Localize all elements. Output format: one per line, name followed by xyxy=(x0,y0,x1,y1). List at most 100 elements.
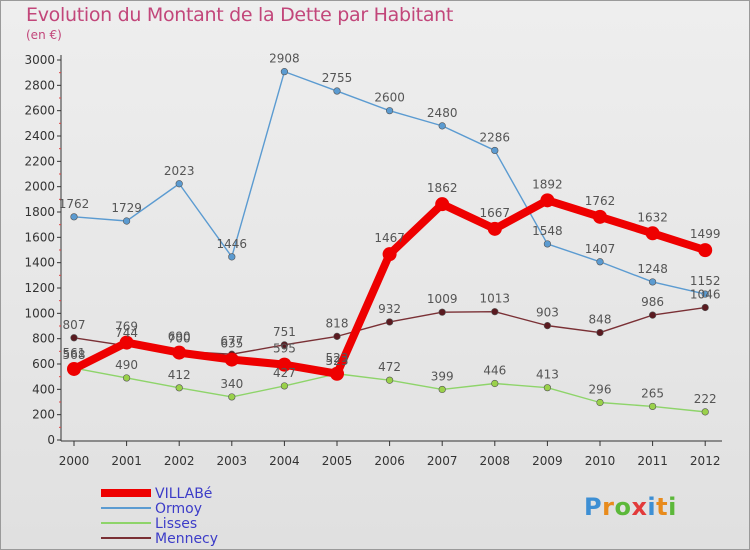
y-tick-label: 1400 xyxy=(24,256,55,270)
data-point-villab- xyxy=(540,193,555,208)
data-point-ormoy xyxy=(70,213,78,221)
data-point-lisses xyxy=(491,379,499,388)
data-point-ormoy xyxy=(596,258,604,266)
data-point-villab- xyxy=(698,243,713,258)
data-label-lisses: 472 xyxy=(378,360,401,374)
y-tick-label: 2200 xyxy=(24,154,55,168)
data-label-villab-: 1467 xyxy=(374,231,405,245)
y-tick-label: 0 xyxy=(47,433,55,447)
data-point-lisses xyxy=(596,398,604,407)
logo-letter: r xyxy=(602,493,615,521)
data-point-lisses xyxy=(386,376,394,384)
data-label-ormoy: 1762 xyxy=(59,197,90,211)
data-label-lisses: 222 xyxy=(694,392,717,406)
data-label-lisses: 427 xyxy=(273,366,296,380)
data-label-ormoy: 2908 xyxy=(269,52,300,66)
data-label-ormoy: 1729 xyxy=(111,201,142,215)
data-point-villab- xyxy=(382,247,397,262)
data-point-villab- xyxy=(330,366,344,381)
data-label-ormoy: 1446 xyxy=(217,237,248,251)
data-point-ormoy xyxy=(438,122,446,130)
data-label-lisses: 413 xyxy=(536,368,559,382)
data-point-villab- xyxy=(645,226,660,241)
data-point-ormoy xyxy=(491,146,499,155)
data-point-lisses xyxy=(648,402,657,411)
data-point-mennecy xyxy=(701,303,709,312)
data-point-ormoy xyxy=(386,107,394,115)
data-point-mennecy xyxy=(491,308,499,316)
data-label-mennecy: 848 xyxy=(589,313,612,327)
data-label-ormoy: 2286 xyxy=(480,130,511,144)
y-tick-label: 800 xyxy=(32,332,55,346)
data-label-villab-: 690 xyxy=(168,330,191,344)
x-tick-label: 2007 xyxy=(427,454,458,468)
data-label-mennecy: 986 xyxy=(641,295,664,309)
x-tick-label: 2011 xyxy=(637,454,668,468)
data-label-ormoy: 2480 xyxy=(427,106,458,120)
data-label-villab-: 769 xyxy=(115,320,138,334)
data-point-ormoy xyxy=(648,278,657,286)
data-point-villab- xyxy=(119,335,134,350)
legend-label-ormoy: Ormoy xyxy=(155,501,202,517)
data-label-mennecy: 818 xyxy=(326,316,349,330)
data-label-mennecy: 1009 xyxy=(427,292,458,306)
data-point-mennecy xyxy=(333,332,341,340)
data-label-lisses: 490 xyxy=(115,358,138,372)
x-tick-label: 2006 xyxy=(374,454,405,468)
x-tick-label: 2000 xyxy=(59,454,90,468)
data-point-lisses xyxy=(122,374,131,382)
data-point-lisses xyxy=(438,385,446,394)
y-tick-label: 1600 xyxy=(24,230,55,244)
data-point-villab- xyxy=(67,361,81,376)
x-tick-label: 2003 xyxy=(217,454,248,468)
data-point-lisses xyxy=(280,382,289,390)
data-label-lisses: 296 xyxy=(589,383,612,397)
data-point-mennecy xyxy=(438,308,446,316)
data-label-mennecy: 1046 xyxy=(690,288,721,302)
data-label-lisses: 446 xyxy=(483,364,506,378)
data-point-villab- xyxy=(172,345,187,360)
data-label-villab-: 635 xyxy=(220,337,243,351)
data-label-mennecy: 744 xyxy=(115,326,138,340)
logo-letter: t xyxy=(656,493,669,521)
data-label-ormoy: 1407 xyxy=(585,242,616,256)
data-point-lisses xyxy=(228,393,236,401)
data-point-mennecy xyxy=(648,311,657,319)
data-point-mennecy xyxy=(70,334,78,342)
data-label-villab-: 561 xyxy=(63,346,86,360)
data-point-villab- xyxy=(487,221,502,236)
data-label-villab-: 1762 xyxy=(585,194,616,208)
data-point-ormoy xyxy=(280,68,289,76)
data-point-ormoy xyxy=(333,87,341,95)
y-tick-label: 400 xyxy=(32,382,55,396)
unit-label: (en €) xyxy=(26,28,62,42)
data-label-ormoy: 2600 xyxy=(374,91,405,105)
y-tick-label: 2800 xyxy=(24,78,55,92)
data-label-mennecy: 1013 xyxy=(480,292,511,306)
data-label-ormoy: 1152 xyxy=(690,274,721,288)
data-label-lisses: 399 xyxy=(431,369,454,383)
data-label-lisses: 523 xyxy=(326,354,349,368)
data-label-villab-: 1499 xyxy=(690,227,721,241)
data-label-lisses: 568 xyxy=(63,348,86,362)
y-tick-label: 1200 xyxy=(24,281,55,295)
data-label-ormoy: 1548 xyxy=(532,224,563,238)
data-label-villab-: 595 xyxy=(273,342,296,356)
data-point-ormoy xyxy=(175,180,183,188)
proxiti-logo: Proxiti xyxy=(584,493,677,521)
data-label-mennecy: 751 xyxy=(273,325,296,339)
y-tick-label: 2400 xyxy=(24,129,55,143)
logo-letter: i xyxy=(668,493,677,521)
data-point-ormoy xyxy=(701,290,709,298)
data-point-mennecy xyxy=(596,328,604,337)
x-tick-label: 2004 xyxy=(269,454,300,468)
data-label-mennecy: 932 xyxy=(378,302,401,316)
data-label-lisses: 265 xyxy=(641,386,664,400)
data-point-ormoy xyxy=(228,253,236,261)
data-label-ormoy: 1248 xyxy=(637,262,668,276)
data-label-mennecy: 903 xyxy=(536,306,559,320)
data-label-ormoy: 2755 xyxy=(322,71,353,85)
y-tick-label: 2000 xyxy=(24,180,55,194)
data-point-ormoy xyxy=(122,217,131,225)
